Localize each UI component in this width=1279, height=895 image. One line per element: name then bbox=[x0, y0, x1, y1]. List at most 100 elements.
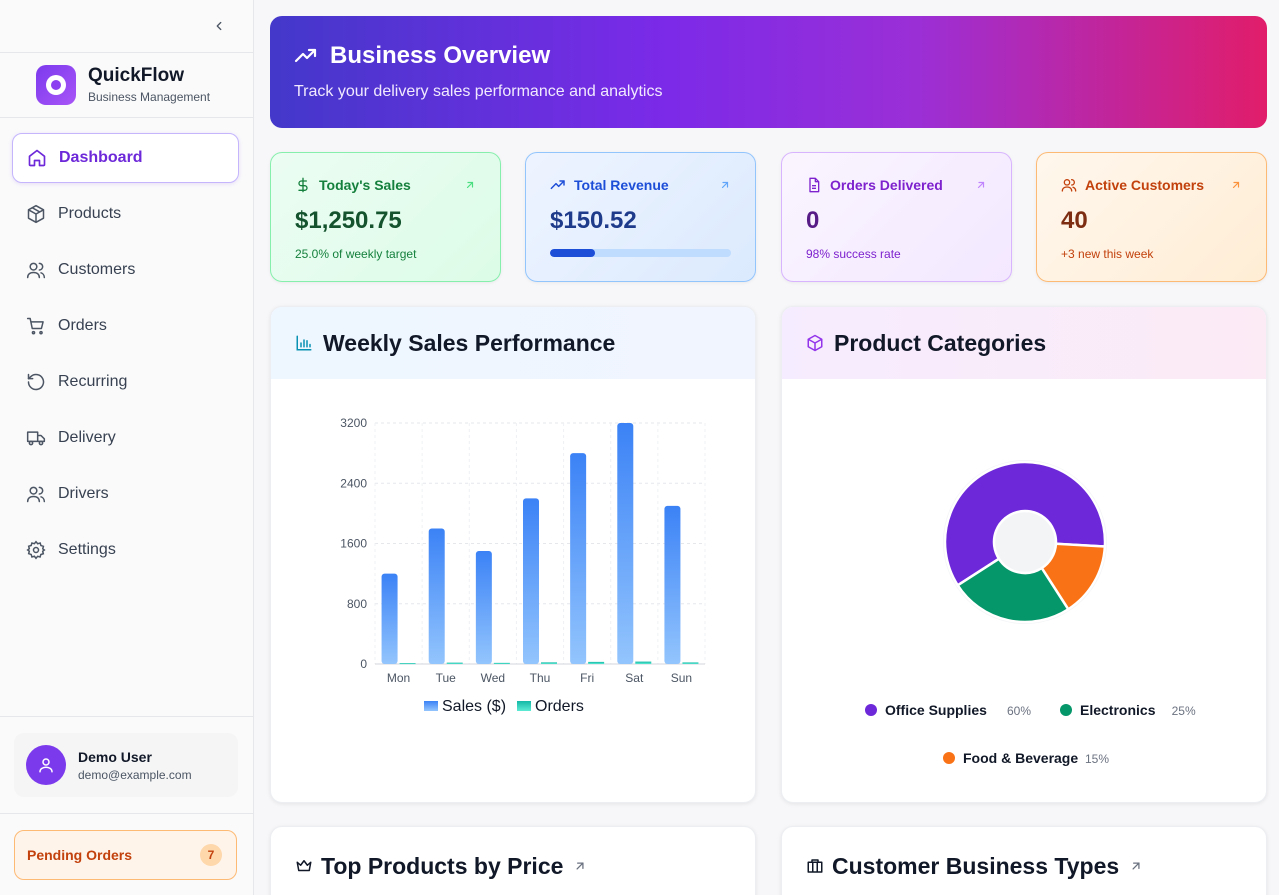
sidebar-item-customers[interactable]: Customers bbox=[12, 245, 239, 295]
divider bbox=[0, 117, 253, 118]
stat-subtext: +3 new this week bbox=[1061, 247, 1154, 261]
user-icon bbox=[39, 758, 53, 773]
sidebar-item-label: Orders bbox=[58, 317, 107, 334]
crown-icon bbox=[296, 860, 312, 872]
orders-bar bbox=[446, 662, 463, 664]
weekly-sales-card: Weekly Sales Performance 0 800 1600 2400 320… bbox=[270, 306, 756, 803]
card-header: Top Products by Price bbox=[271, 827, 755, 895]
sidebar-item-settings[interactable]: Settings bbox=[12, 525, 239, 575]
package-icon bbox=[26, 204, 46, 224]
stat-subtext: 25.0% of weekly target bbox=[295, 247, 417, 261]
users-icon bbox=[26, 484, 46, 504]
orders-bar bbox=[635, 661, 652, 664]
todays-sales-card[interactable]: Today's Sales $1,250.75 25.0% of weekly … bbox=[270, 152, 501, 282]
total-revenue-card[interactable]: Total Revenue $150.52 bbox=[525, 152, 756, 282]
sidebar-item-recurring[interactable]: Recurring bbox=[12, 357, 239, 407]
brand-name: QuickFlow bbox=[88, 65, 185, 86]
sidebar-item-delivery[interactable]: Delivery bbox=[12, 413, 239, 463]
trending-up-icon bbox=[294, 48, 317, 63]
sales-bar bbox=[475, 551, 492, 664]
y-tick-label: 1600 bbox=[340, 537, 367, 551]
business-types-card: Customer Business Types bbox=[781, 826, 1267, 895]
orders-bar bbox=[541, 662, 557, 664]
legend-label-orders: Orders bbox=[535, 698, 584, 715]
x-tick-label: Sat bbox=[625, 671, 644, 685]
y-tick-label: 800 bbox=[347, 597, 367, 611]
legend-percent: 25% bbox=[1172, 704, 1196, 718]
sidebar-item-drivers[interactable]: Drivers bbox=[12, 469, 239, 519]
sales-bar bbox=[523, 498, 539, 664]
stat-label: Today's Sales bbox=[319, 177, 411, 193]
cart-icon bbox=[26, 316, 46, 336]
trending-up-icon bbox=[550, 180, 565, 190]
x-tick-label: Fri bbox=[580, 671, 594, 685]
stat-value: $150.52 bbox=[550, 207, 637, 234]
chevron-left-icon bbox=[216, 21, 222, 31]
gear-icon bbox=[26, 540, 46, 560]
pending-orders-badge: 7 bbox=[200, 844, 222, 866]
divider bbox=[0, 716, 253, 717]
legend-dot bbox=[943, 752, 955, 764]
sidebar-item-dashboard[interactable]: Dashboard bbox=[12, 133, 239, 183]
user-name: Demo User bbox=[78, 748, 152, 765]
x-tick-label: Thu bbox=[530, 671, 551, 685]
users-icon bbox=[26, 260, 46, 280]
rotate-icon bbox=[26, 372, 46, 392]
weekly-sales-chart: 0 800 1600 2400 3200 Mon Tue Wed Thu Fri Sat Sun Sal… bbox=[340, 416, 706, 715]
x-tick-label: Wed bbox=[481, 671, 505, 685]
stat-value: 40 bbox=[1061, 207, 1088, 234]
arrow-up-right-icon[interactable] bbox=[975, 179, 987, 191]
orders-bar bbox=[682, 662, 699, 664]
card-title: Product Categories bbox=[834, 329, 1047, 356]
document-icon bbox=[809, 177, 820, 193]
orders-delivered-card[interactable]: Orders Delivered 0 98% success rate bbox=[781, 152, 1012, 282]
product-categories-card: Product Categories Office Supplies 60% Ele… bbox=[781, 306, 1267, 803]
stat-label: Active Customers bbox=[1085, 177, 1205, 193]
arrow-up-right-icon[interactable] bbox=[719, 179, 731, 191]
orders-bar bbox=[493, 662, 510, 664]
legend-swatch-orders bbox=[517, 701, 531, 711]
active-customers-card[interactable]: Active Customers 40 +3 new this week bbox=[1036, 152, 1267, 282]
stat-label: Orders Delivered bbox=[830, 177, 943, 193]
home-icon bbox=[27, 148, 47, 168]
page-title: Business Overview bbox=[330, 42, 551, 69]
sidebar-nav: Dashboard Products Customers Orders Recu… bbox=[12, 133, 239, 581]
pending-orders-button[interactable]: Pending Orders 7 bbox=[14, 830, 237, 880]
y-tick-label: 0 bbox=[360, 657, 367, 671]
sidebar-item-products[interactable]: Products bbox=[12, 189, 239, 239]
divider bbox=[0, 813, 253, 814]
sidebar-item-label: Products bbox=[58, 205, 122, 222]
legend-swatch-sales bbox=[424, 701, 438, 711]
arrow-up-right-icon[interactable] bbox=[1129, 859, 1143, 873]
legend-label: Food & Beverage bbox=[963, 750, 1078, 766]
sidebar-item-label: Dashboard bbox=[59, 149, 143, 166]
donut-slice-office-supplies bbox=[943, 460, 1107, 588]
orders-bar bbox=[399, 663, 416, 665]
brand-subtitle: Business Management bbox=[88, 90, 211, 104]
sidebar-item-label: Delivery bbox=[58, 429, 116, 446]
sales-bar bbox=[381, 573, 398, 664]
top-products-card: Top Products by Price bbox=[270, 826, 756, 895]
stat-value: 0 bbox=[806, 207, 820, 234]
legend-label: Electronics bbox=[1080, 702, 1156, 718]
arrow-up-right-icon[interactable] bbox=[573, 859, 587, 873]
brand[interactable]: QuickFlow Business Management bbox=[36, 65, 210, 105]
arrow-up-right-icon[interactable] bbox=[1230, 179, 1242, 191]
collapse-sidebar-button[interactable] bbox=[209, 16, 229, 36]
arrow-up-right-icon[interactable] bbox=[464, 179, 476, 191]
dollar-icon bbox=[298, 177, 308, 193]
users-icon bbox=[1061, 179, 1077, 192]
sidebar-header bbox=[0, 0, 253, 53]
stat-value: $1,250.75 bbox=[295, 207, 402, 234]
user-profile[interactable]: Demo User demo@example.com bbox=[14, 733, 238, 797]
sales-bar bbox=[428, 528, 445, 664]
donut-slice-electronics bbox=[955, 557, 1071, 624]
legend-dot bbox=[865, 704, 877, 716]
x-tick-label: Sun bbox=[671, 671, 692, 685]
y-tick-label: 3200 bbox=[340, 416, 367, 430]
x-tick-label: Tue bbox=[436, 671, 457, 685]
package-icon bbox=[807, 334, 823, 352]
sidebar-item-orders[interactable]: Orders bbox=[12, 301, 239, 351]
sales-bar bbox=[570, 453, 587, 664]
stat-subtext: 98% success rate bbox=[806, 247, 901, 261]
